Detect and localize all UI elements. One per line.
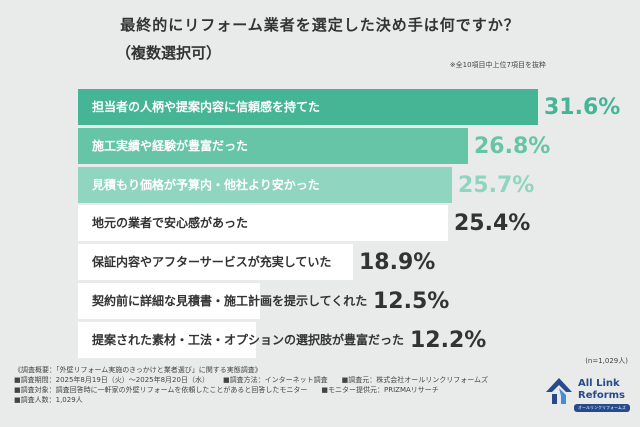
note-item: ■調査期間：2025年8月19日（火）〜2025年8月20日（水） [14, 376, 209, 384]
bar-value-3: 25.7% [458, 173, 535, 198]
note-item: ■調査元：株式会社オールリンクリフォームズ [341, 376, 488, 384]
bar-value-2: 26.8% [474, 134, 551, 159]
notes-row: 《調査概要：「外壁リフォーム実施のきっかけと業者選び」に関する実態調査》 [14, 365, 502, 375]
bar-3 [78, 167, 452, 203]
bar-label-7: 提案された素材・工法・オプションの選択肢が豊富だった [92, 333, 405, 347]
bar-value-5: 18.9% [359, 250, 436, 275]
note-item: ■調査人数：1,029人 [14, 396, 83, 404]
logo-line-2: Reforms [578, 390, 626, 401]
survey-notes: 《調査概要：「外壁リフォーム実施のきっかけと業者選び」に関する実態調査》 ■調査期… [14, 365, 502, 405]
bar-5 [78, 244, 353, 280]
logo-line-1: All Link [578, 378, 620, 389]
logo-tagline: オールリンクリフォームズ [574, 404, 630, 412]
note-item: ■調査方法：インターネット調査 [222, 376, 328, 384]
house-logo-icon [546, 378, 572, 404]
note-item: 《調査概要：「外壁リフォーム実施のきっかけと業者選び」に関する実態調査》 [14, 366, 262, 374]
bar-label-6: 契約前に詳細な見積書・施工計画を提示してくれた [92, 294, 368, 308]
notes-row: ■調査人数：1,029人 [14, 395, 502, 405]
company-logo: All Link Reforms オールリンクリフォームズ [544, 374, 636, 418]
bar-1 [78, 89, 538, 125]
bar-6 [78, 283, 260, 319]
note-item: ■調査対象：調査回答時に一軒家の外壁リフォームを依頼したことがあると回答したモニ… [14, 386, 308, 394]
bar-label-4: 地元の業者で安心感があった [92, 216, 249, 230]
scope-note: ※全10項目中上位7項目を抜粋 [449, 61, 546, 69]
bar-value-4: 25.4% [454, 211, 531, 236]
bar-label-3: 見積もり価格が予算内・他社より安かった [92, 178, 320, 192]
chart-title: 最終的にリフォーム業者を選定した決め手は何ですか？ [120, 16, 520, 34]
bar-label-2: 施工実績や経験が豊富だった [92, 139, 249, 153]
note-item: ■モニター提供元：PRIZMAリサーチ [321, 386, 439, 394]
logo-wordmark: All Link Reforms [578, 378, 625, 402]
notes-row: ■調査期間：2025年8月19日（火）〜2025年8月20日（水） ■調査方法：イ… [14, 375, 502, 385]
bar-label-1: 担当者の人柄や提案内容に信頼感を持てた [92, 100, 321, 114]
notes-row: ■調査対象：調査回答時に一軒家の外壁リフォームを依頼したことがあると回答したモニ… [14, 385, 502, 395]
sample-size: (n=1,029人) [585, 357, 628, 365]
bar-value-1: 31.6% [544, 95, 621, 120]
bar-4 [78, 205, 448, 241]
bar-2 [78, 128, 468, 164]
chart-subtitle: （複数選択可） [116, 44, 222, 62]
bar-7 [78, 322, 256, 358]
bar-label-5: 保証内容やアフターサービスが充実していた [92, 255, 332, 269]
bar-value-6: 12.5% [373, 289, 450, 314]
bar-value-7: 12.2% [410, 328, 487, 353]
